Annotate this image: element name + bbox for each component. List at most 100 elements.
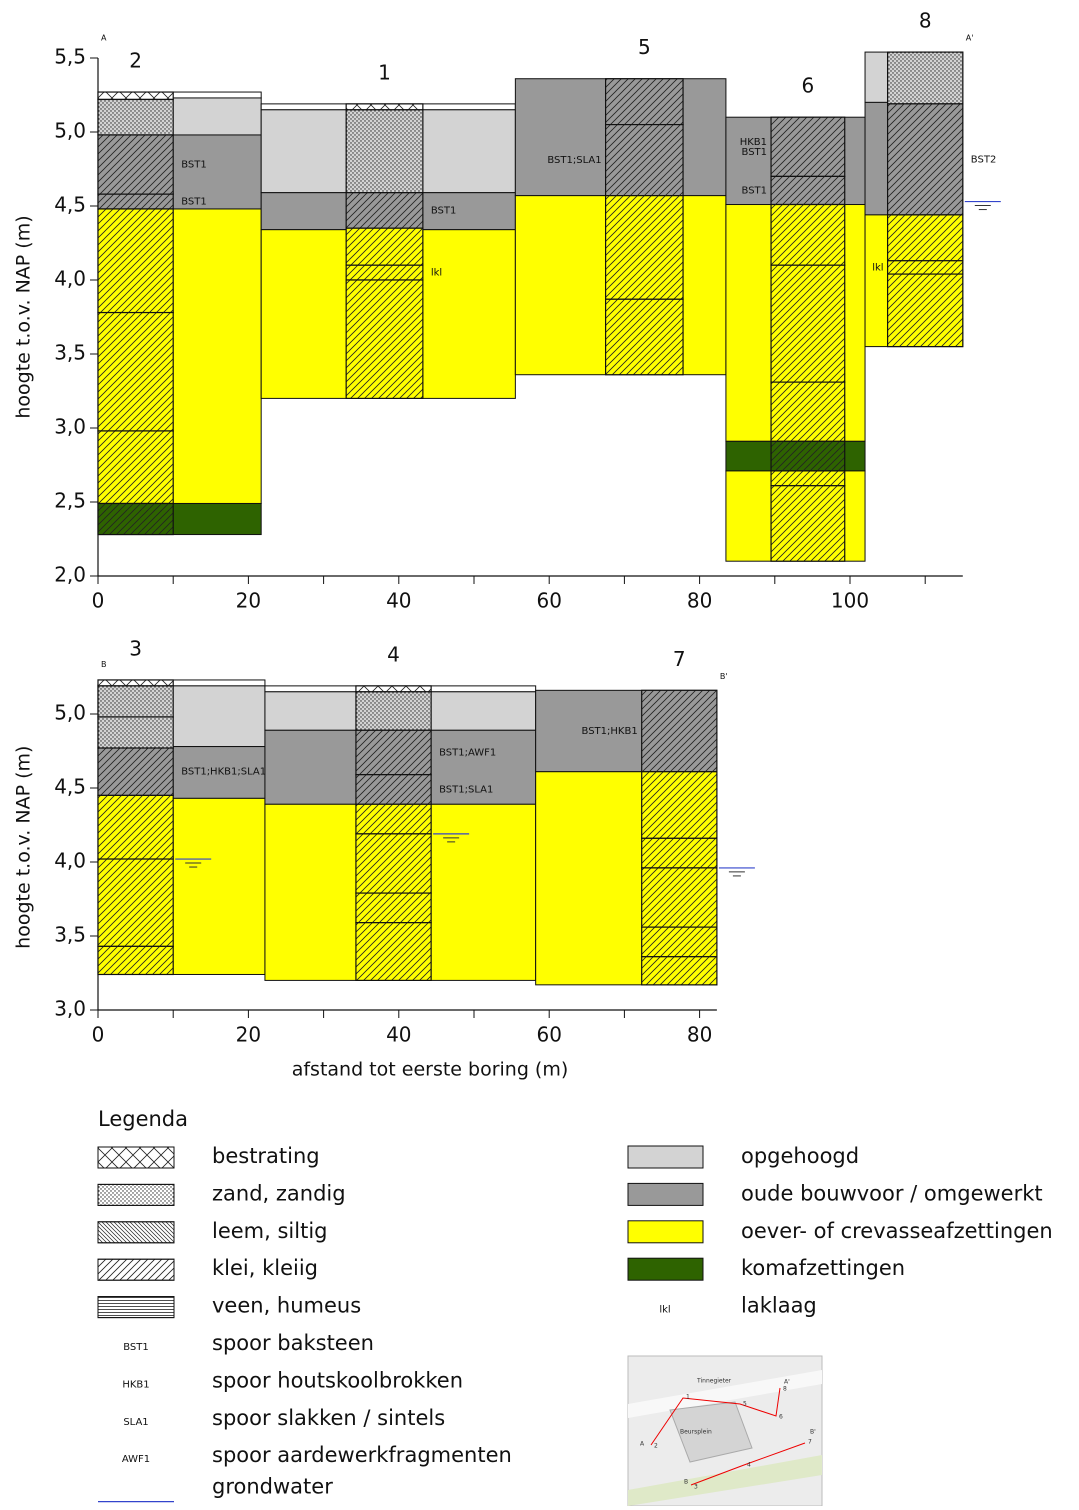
core-layer [355,691,432,731]
core-layer [604,195,684,300]
y-tick-label: 2,0 [54,563,86,587]
y-tick-label: 3,5 [54,923,86,947]
core-pattern [770,203,846,266]
core-pattern [345,279,424,400]
legend-label: laklaag [741,1294,817,1318]
core-layer [97,134,174,195]
core-pattern [641,689,718,773]
core-layer [770,203,846,266]
legend-symbol: SLA1 [123,1417,148,1428]
legend-label: spoor houtskoolbrokken [212,1368,463,1392]
map-label: 1 [686,1394,690,1401]
core-layer [641,867,718,928]
core-pattern [641,867,718,928]
core-pattern [355,685,432,693]
x-axis-label: afstand tot eerste boring (m) [292,1059,569,1081]
core-layer [355,833,432,894]
core-pattern [355,892,432,924]
groundwater-marker [175,858,212,868]
core-pattern [97,685,174,718]
core-pattern [770,381,846,442]
core-layer [97,685,174,718]
legend-label: spoor slakken / sintels [212,1406,445,1430]
core-layer [770,470,846,487]
legend-label: veen, humeus [212,1294,361,1318]
trace-note: BST2 [971,154,997,165]
trace-note: lkl [872,262,883,273]
legend-title: Legenda [98,1107,188,1131]
y-tick-label: 3,5 [54,341,86,365]
core-layer [641,771,718,839]
core-pattern [355,922,432,981]
y-tick-label: 3,0 [54,415,86,439]
y-tick-label: 5,5 [54,45,86,69]
core-pattern [770,175,846,206]
core-layer [97,98,174,136]
core-pattern [886,103,964,216]
borehole-label: 6 [802,74,815,98]
core-pattern [641,837,718,869]
x-tick-label: 80 [687,1023,712,1047]
core-pattern [345,103,424,111]
core-layer [97,502,174,536]
core-layer [97,794,174,860]
core-layer [770,175,846,206]
borehole-label: 4 [387,642,400,666]
trace-note: HKB1 [740,137,767,148]
legend-label: zand, zandig [212,1181,346,1205]
map-road [628,1370,822,1418]
section-end: B' [720,672,728,681]
core-pattern [345,264,424,281]
legend-swatch [627,1257,704,1281]
borehole-label: 7 [673,647,686,671]
legend-swatch [627,1145,704,1169]
core-pattern [97,134,174,195]
core-layer [641,926,718,958]
borehole-label: 8 [919,9,932,33]
core-layer [886,260,964,275]
core-layer [604,123,684,197]
map-label: 5 [743,1401,747,1408]
core-pattern [770,264,846,383]
core-pattern [97,193,174,210]
legend-symbol: HKB1 [122,1379,149,1390]
core-layer [886,273,964,348]
core-pattern [97,716,174,749]
core-layer [345,264,424,281]
y-tick-label: 4,5 [54,193,86,217]
core-layer [345,279,424,400]
map-label: 3 [694,1484,698,1491]
core-layer [97,679,174,687]
core-pattern [886,51,964,105]
legend-swatch-pattern [97,1221,175,1244]
legend-swatch [627,1220,704,1244]
legend-symbol: AWF1 [122,1454,150,1465]
y-tick-label: 5,0 [54,701,86,725]
core-pattern [355,803,432,835]
core-layer [97,858,174,947]
legend-symbol: BST1 [123,1342,149,1353]
core-pattern [97,98,174,136]
core-pattern [770,116,846,177]
map-label: Tinnegieter [696,1378,732,1385]
location-map: Tinnegieter Beursplein A A' B B' 1 2 3 4 5 6 7 8 [627,1355,823,1507]
section-start: B [101,660,107,669]
core-pattern [345,109,424,194]
trace-note: BST1 [742,147,768,158]
borehole-label: 1 [378,60,391,84]
core-layer [345,227,424,266]
core-layer [886,51,964,105]
legend-label: spoor baksteen [212,1331,374,1355]
map-label: A [640,1441,645,1448]
legend-label: grondwater [212,1475,333,1499]
section-start: A [101,34,107,43]
trace-note: BST1;SLA1 [547,155,601,166]
x-tick-label: 80 [687,589,712,613]
legend-label: klei, kleiig [212,1256,318,1280]
trace-note: BST1 [181,197,207,208]
core-pattern [355,833,432,894]
core-pattern [97,208,174,314]
core-pattern [886,260,964,275]
trace-note: BST1;SLA1 [439,784,493,795]
